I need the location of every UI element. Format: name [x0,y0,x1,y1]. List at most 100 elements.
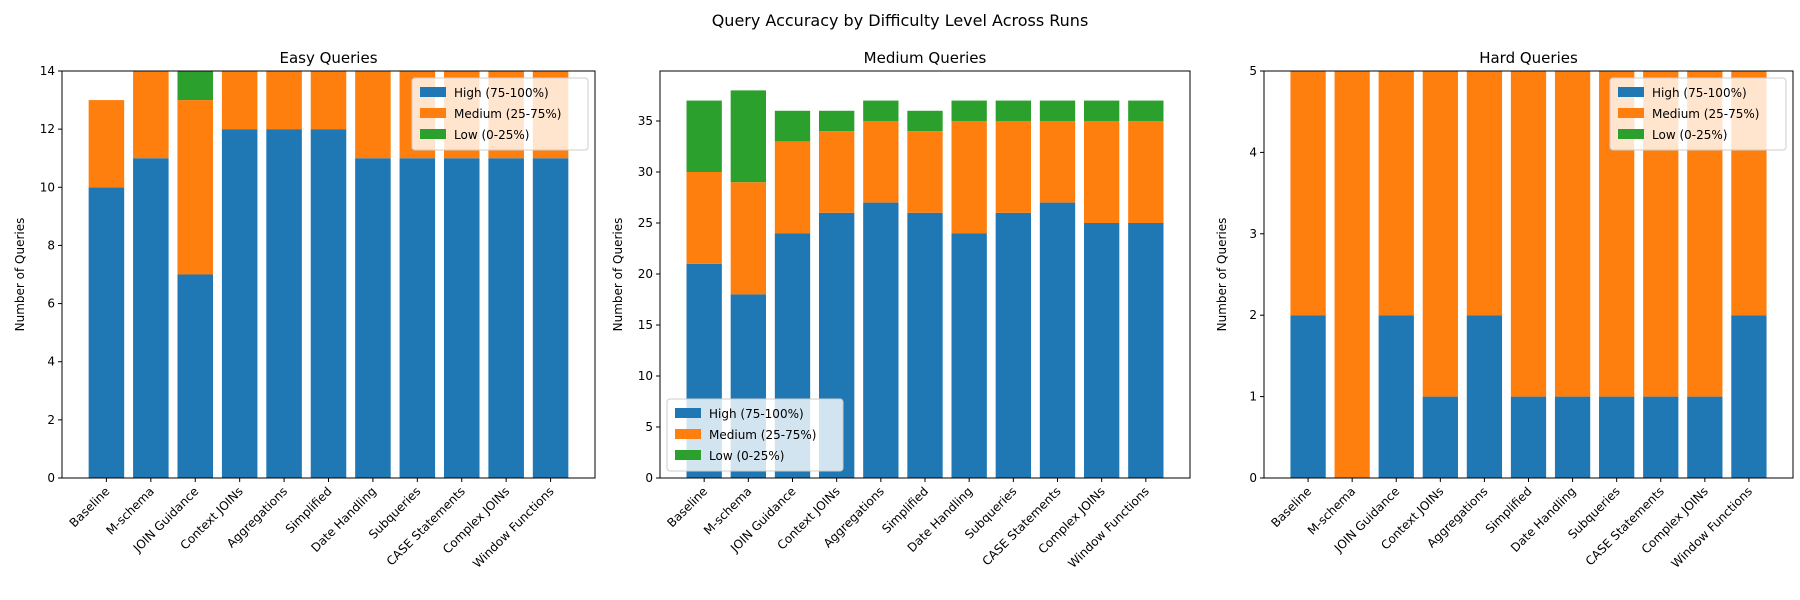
bar-date-handling-medium [951,120,987,234]
figure-title: Query Accuracy by Difficulty Level Acros… [712,11,1089,30]
y-tick-label: 2 [47,413,55,427]
legend-swatch [1618,87,1644,97]
bar-complex-joins-high [1687,396,1723,478]
chart-title: Hard Queries [1479,49,1578,67]
bar-m-schema-low [730,90,766,183]
x-tick-label: Window Functions [1065,484,1152,571]
x-tick-label: Window Functions [1668,484,1755,571]
legend-label: High (75-100%) [709,407,804,421]
bar-simplified-medium [907,131,943,213]
bar-case-statements-medium [1039,120,1076,203]
y-tick-label: 35 [638,114,653,128]
bar-date-handling-high [355,158,391,478]
legend-label: Low (0-25%) [709,449,784,463]
bar-aggregations-high [1466,315,1503,478]
y-tick-label: 0 [645,471,653,485]
bar-complex-joins-high [488,158,524,478]
bar-baseline-high [1290,315,1326,478]
y-tick-label: 4 [47,355,55,369]
bar-window-functions-low [1128,100,1164,121]
bar-date-handling-high [1554,396,1591,478]
y-tick-label: 8 [47,238,55,252]
x-tick-label: CASE Statements [384,484,468,568]
bar-case-statements-high [443,158,480,478]
bar-complex-joins-high [1084,222,1120,478]
legend-label: Low (0-25%) [1652,128,1727,142]
bar-join-guidance-high [1378,315,1414,478]
bar-context-joins-medium [221,71,258,130]
y-tick-label: 5 [1249,64,1257,78]
bar-date-handling-medium [355,71,391,159]
y-tick-label: 12 [40,122,55,136]
bar-baseline-high [88,187,125,478]
y-tick-label: 3 [1249,227,1257,241]
y-tick-label: 10 [40,180,55,194]
bar-case-statements-high [1039,202,1076,478]
bar-baseline-low [686,100,722,172]
x-tick-label: Baseline [664,484,710,530]
chart-title: Medium Queries [864,49,987,67]
bar-aggregations-high [863,202,899,478]
legend: High (75-100%) Medium (25-75%) Low (0-25%) [411,77,589,151]
legend-swatch [675,408,701,418]
bar-window-functions-medium [1128,120,1164,223]
y-tick-label: 30 [638,165,653,179]
legend-swatch [675,450,701,460]
bar-subqueries-high [399,158,436,478]
bar-window-functions-high [1128,222,1164,478]
bar-m-schema-high [133,158,169,478]
legend-swatch [675,429,701,439]
bar-baseline-medium [88,100,125,188]
bar-simplified-medium [310,71,347,130]
bar-context-joins-high [1422,396,1458,478]
bar-join-guidance-medium [1378,71,1414,316]
bar-context-joins-low [819,110,855,132]
bar-baseline-medium [1290,71,1326,316]
bar-aggregations-medium [266,71,302,130]
bar-date-handling-low [951,100,987,121]
y-tick-label: 10 [638,369,653,383]
x-tick-label: CASE Statements [1583,484,1667,568]
bar-simplified-high [907,212,943,478]
bar-complex-joins-medium [1084,120,1120,223]
bar-simplified-low [907,110,943,132]
y-tick-label: 25 [638,216,653,230]
y-tick-label: 4 [1249,145,1257,159]
x-tick-label: Baseline [1268,484,1314,530]
legend-swatch [420,129,446,139]
legend: High (75-100%) Medium (25-75%) Low (0-25%) [666,398,844,472]
y-tick-label: 2 [1249,308,1257,322]
bar-m-schema-medium [1334,71,1370,478]
legend-swatch [420,108,446,118]
x-tick-label: Baseline [67,484,113,530]
bar-aggregations-low [863,100,899,121]
y-tick-label: 1 [1249,390,1257,404]
x-tick-label: Window Functions [470,484,557,571]
chart-title: Easy Queries [279,49,377,67]
legend-label: Medium (25-75%) [1652,107,1759,121]
y-tick-label: 0 [47,471,55,485]
bar-subqueries-low [995,100,1031,121]
bar-join-guidance-high [177,274,214,478]
bar-subqueries-medium [995,120,1031,213]
legend-box [411,77,589,151]
bar-window-functions-high [1731,315,1767,478]
legend-label: High (75-100%) [454,86,549,100]
bar-subqueries-high [995,212,1031,478]
x-tick-label: CASE Statements [979,484,1063,568]
bar-complex-joins-low [1084,100,1120,121]
bar-subqueries-high [1599,396,1635,478]
y-tick-label: 0 [1249,471,1257,485]
y-axis-label: Number of Queries [13,218,27,332]
bar-simplified-high [310,129,347,478]
bar-m-schema-medium [730,182,766,295]
bar-date-handling-high [951,233,987,478]
legend-swatch [420,87,446,97]
bar-aggregations-medium [1466,71,1503,316]
bar-join-guidance-low [177,71,214,101]
